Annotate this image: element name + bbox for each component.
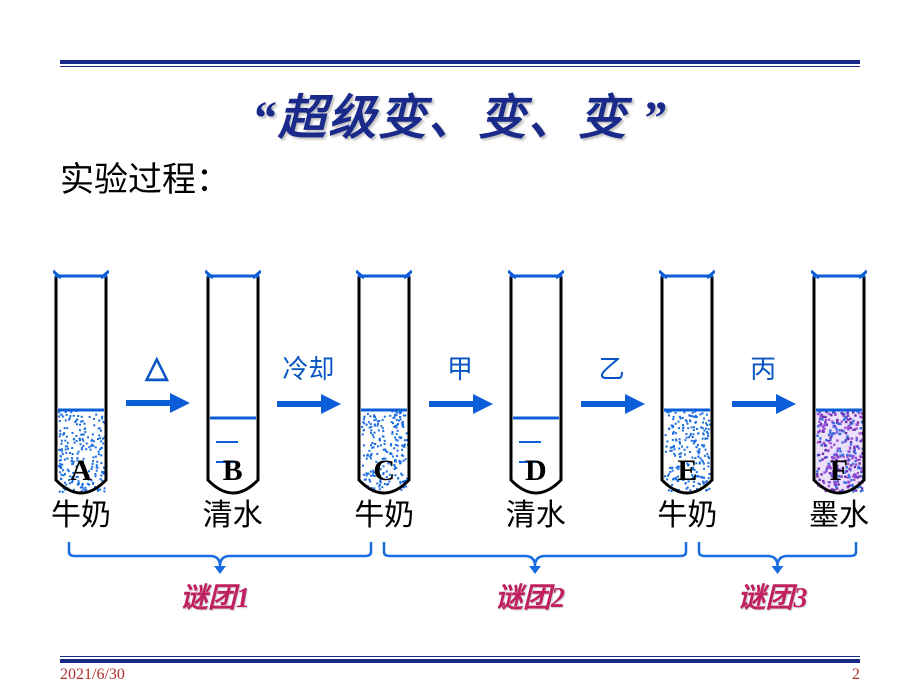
arrow-icon xyxy=(124,391,190,420)
footer-page: 2 xyxy=(852,666,860,684)
arrow-label: 乙 xyxy=(599,349,625,386)
tube-substance: 牛奶 xyxy=(45,490,117,534)
tube-labels-row: A牛奶B清水C牛奶D清水E牛奶F墨水 xyxy=(45,454,875,534)
tube-label: E牛奶 xyxy=(651,454,723,534)
subtitle: 实验过程： xyxy=(60,152,230,201)
mystery-label: 谜团1 xyxy=(180,576,250,616)
tube-label: C牛奶 xyxy=(348,454,420,534)
tube-label: B清水 xyxy=(197,454,269,534)
bottom-horizontal-rule xyxy=(60,656,860,662)
arrow-label: △ xyxy=(145,350,168,385)
mystery-label: 谜团3 xyxy=(738,576,808,616)
arrow-icon xyxy=(427,392,493,421)
mystery-bracket: 谜团2 xyxy=(380,540,690,574)
arrow-icon xyxy=(730,392,796,421)
spacer xyxy=(420,454,500,534)
tube-substance: 牛奶 xyxy=(348,490,420,534)
tube-letter: F xyxy=(803,454,875,488)
tube-letter: E xyxy=(651,454,723,488)
spacer xyxy=(572,454,652,534)
tube-letter: C xyxy=(348,454,420,488)
tube-substance: 清水 xyxy=(500,490,572,534)
spacer xyxy=(117,454,197,534)
page-title: “超级变、变、变 ” xyxy=(0,78,920,148)
spacer xyxy=(723,454,803,534)
mystery-bracket: 谜团3 xyxy=(695,540,860,574)
arrow-label: 甲 xyxy=(447,349,473,386)
brackets-area: 谜团1 谜团2 谜团3 xyxy=(45,540,875,630)
arrow-icon xyxy=(275,392,341,421)
arrow-icon xyxy=(579,392,645,421)
top-horizontal-rule xyxy=(60,60,860,66)
tube-letter: D xyxy=(500,454,572,488)
tube-label: F墨水 xyxy=(803,454,875,534)
arrow-label: 丙 xyxy=(750,349,776,386)
arrow-label: 冷却 xyxy=(282,349,334,386)
tube-letter: B xyxy=(197,454,269,488)
tube-substance: 墨水 xyxy=(803,490,875,534)
tube-label: D清水 xyxy=(500,454,572,534)
tube-substance: 牛奶 xyxy=(651,490,723,534)
tube-label: A牛奶 xyxy=(45,454,117,534)
mystery-label: 谜团2 xyxy=(495,576,565,616)
footer-date: 2021/6/30 xyxy=(60,666,125,684)
tube-letter: A xyxy=(45,454,117,488)
spacer xyxy=(269,454,349,534)
mystery-bracket: 谜团1 xyxy=(65,540,375,574)
tube-substance: 清水 xyxy=(197,490,269,534)
